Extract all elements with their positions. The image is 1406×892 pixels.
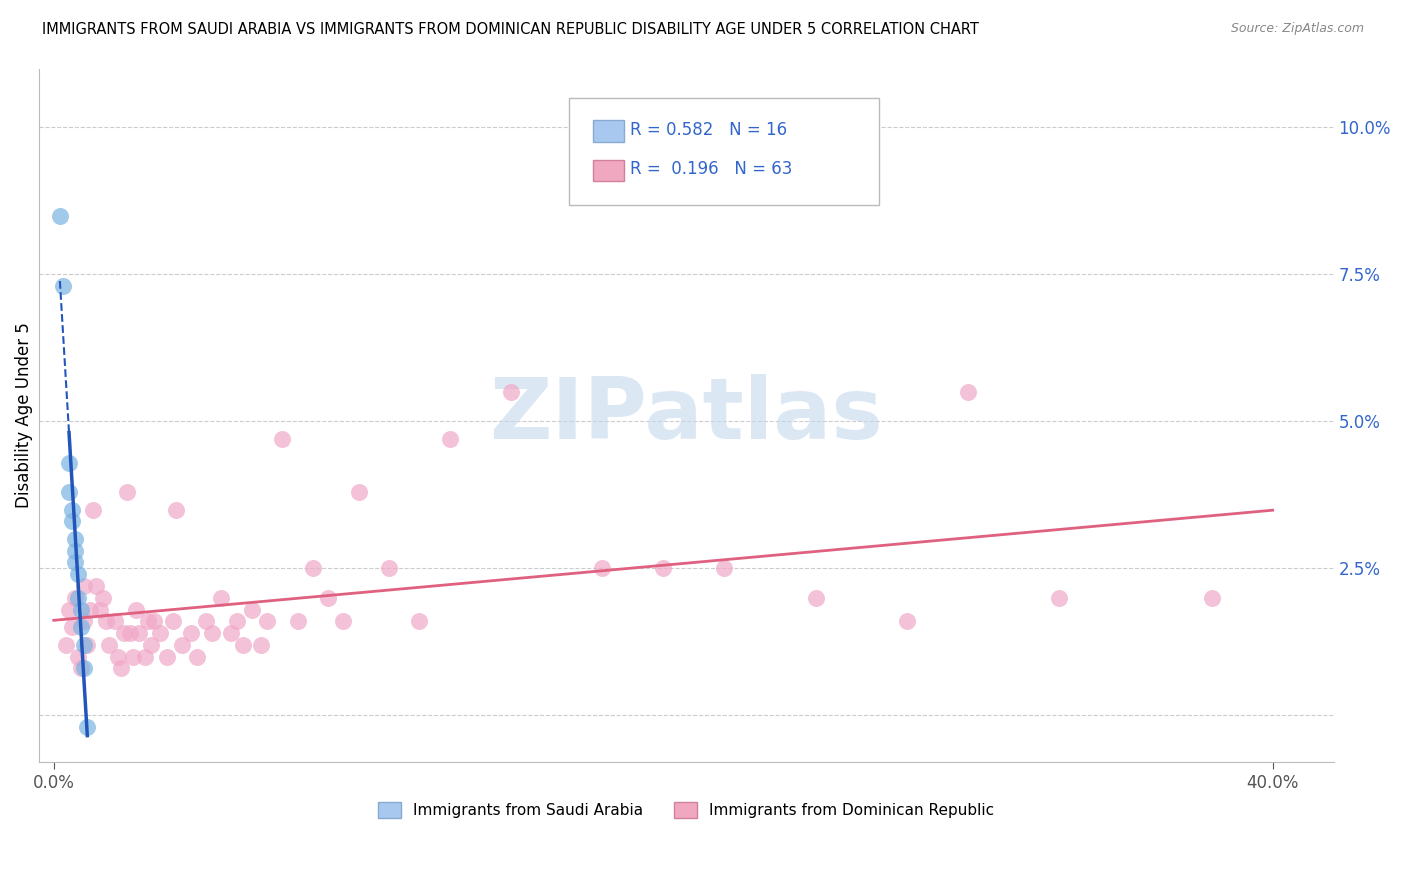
Point <box>60 502 83 516</box>
Point <box>55 638 77 652</box>
Point <box>112 626 135 640</box>
Point <box>134 649 156 664</box>
Point <box>67 567 90 582</box>
Point <box>97 638 120 652</box>
Point <box>52 279 75 293</box>
Point <box>439 432 461 446</box>
Point <box>149 626 172 640</box>
Point <box>225 615 247 629</box>
Point <box>195 615 218 629</box>
Point <box>186 649 208 664</box>
Point <box>73 579 96 593</box>
Point <box>332 615 354 629</box>
Point <box>60 620 83 634</box>
Point <box>58 456 80 470</box>
Point <box>250 638 273 652</box>
Point <box>91 591 114 605</box>
Point <box>287 615 309 629</box>
Point <box>170 638 193 652</box>
Point <box>63 556 86 570</box>
Point <box>70 620 93 634</box>
Point <box>219 626 242 640</box>
Point <box>89 602 111 616</box>
Point <box>58 484 80 499</box>
Point <box>165 502 187 516</box>
Point <box>118 626 141 640</box>
Point <box>499 384 522 399</box>
Point <box>232 638 254 652</box>
Point <box>104 615 127 629</box>
Text: R =  0.196   N = 63: R = 0.196 N = 63 <box>630 161 792 178</box>
Point <box>86 579 108 593</box>
Point <box>63 543 86 558</box>
Point <box>141 638 163 652</box>
Point <box>162 615 184 629</box>
Point <box>408 615 430 629</box>
Point <box>591 561 613 575</box>
Point <box>73 661 96 675</box>
Point <box>73 615 96 629</box>
Point <box>896 615 918 629</box>
Point <box>804 591 827 605</box>
Point <box>70 602 93 616</box>
Point <box>136 615 159 629</box>
Point <box>713 561 735 575</box>
Point <box>347 484 370 499</box>
Text: IMMIGRANTS FROM SAUDI ARABIA VS IMMIGRANTS FROM DOMINICAN REPUBLIC DISABILITY AG: IMMIGRANTS FROM SAUDI ARABIA VS IMMIGRAN… <box>42 22 979 37</box>
Point <box>67 591 90 605</box>
Point <box>115 484 138 499</box>
Point <box>110 661 132 675</box>
Point <box>125 602 148 616</box>
Point <box>76 638 98 652</box>
Point <box>79 602 101 616</box>
Point <box>271 432 294 446</box>
Point <box>94 615 117 629</box>
Text: ZIPatlas: ZIPatlas <box>489 374 883 457</box>
Point <box>63 591 86 605</box>
Point <box>49 209 72 223</box>
Point <box>155 649 177 664</box>
Point <box>82 502 104 516</box>
Point <box>256 615 278 629</box>
Point <box>67 649 90 664</box>
Point <box>1201 591 1223 605</box>
Y-axis label: Disability Age Under 5: Disability Age Under 5 <box>15 323 32 508</box>
Point <box>301 561 323 575</box>
Point <box>652 561 675 575</box>
Point <box>70 661 93 675</box>
Text: R = 0.582   N = 16: R = 0.582 N = 16 <box>630 121 787 139</box>
Point <box>240 602 263 616</box>
Point <box>180 626 202 640</box>
Point <box>143 615 166 629</box>
Point <box>209 591 232 605</box>
Point <box>201 626 224 640</box>
Point <box>63 532 86 546</box>
Point <box>60 514 83 528</box>
Point <box>58 602 80 616</box>
Point <box>378 561 401 575</box>
Point <box>107 649 129 664</box>
Point <box>76 720 98 734</box>
Text: Source: ZipAtlas.com: Source: ZipAtlas.com <box>1230 22 1364 36</box>
Point <box>316 591 339 605</box>
Point <box>73 638 96 652</box>
Point <box>122 649 145 664</box>
Point <box>1047 591 1070 605</box>
Point <box>956 384 979 399</box>
Legend: Immigrants from Saudi Arabia, Immigrants from Dominican Republic: Immigrants from Saudi Arabia, Immigrants… <box>373 796 1000 824</box>
Point <box>128 626 150 640</box>
